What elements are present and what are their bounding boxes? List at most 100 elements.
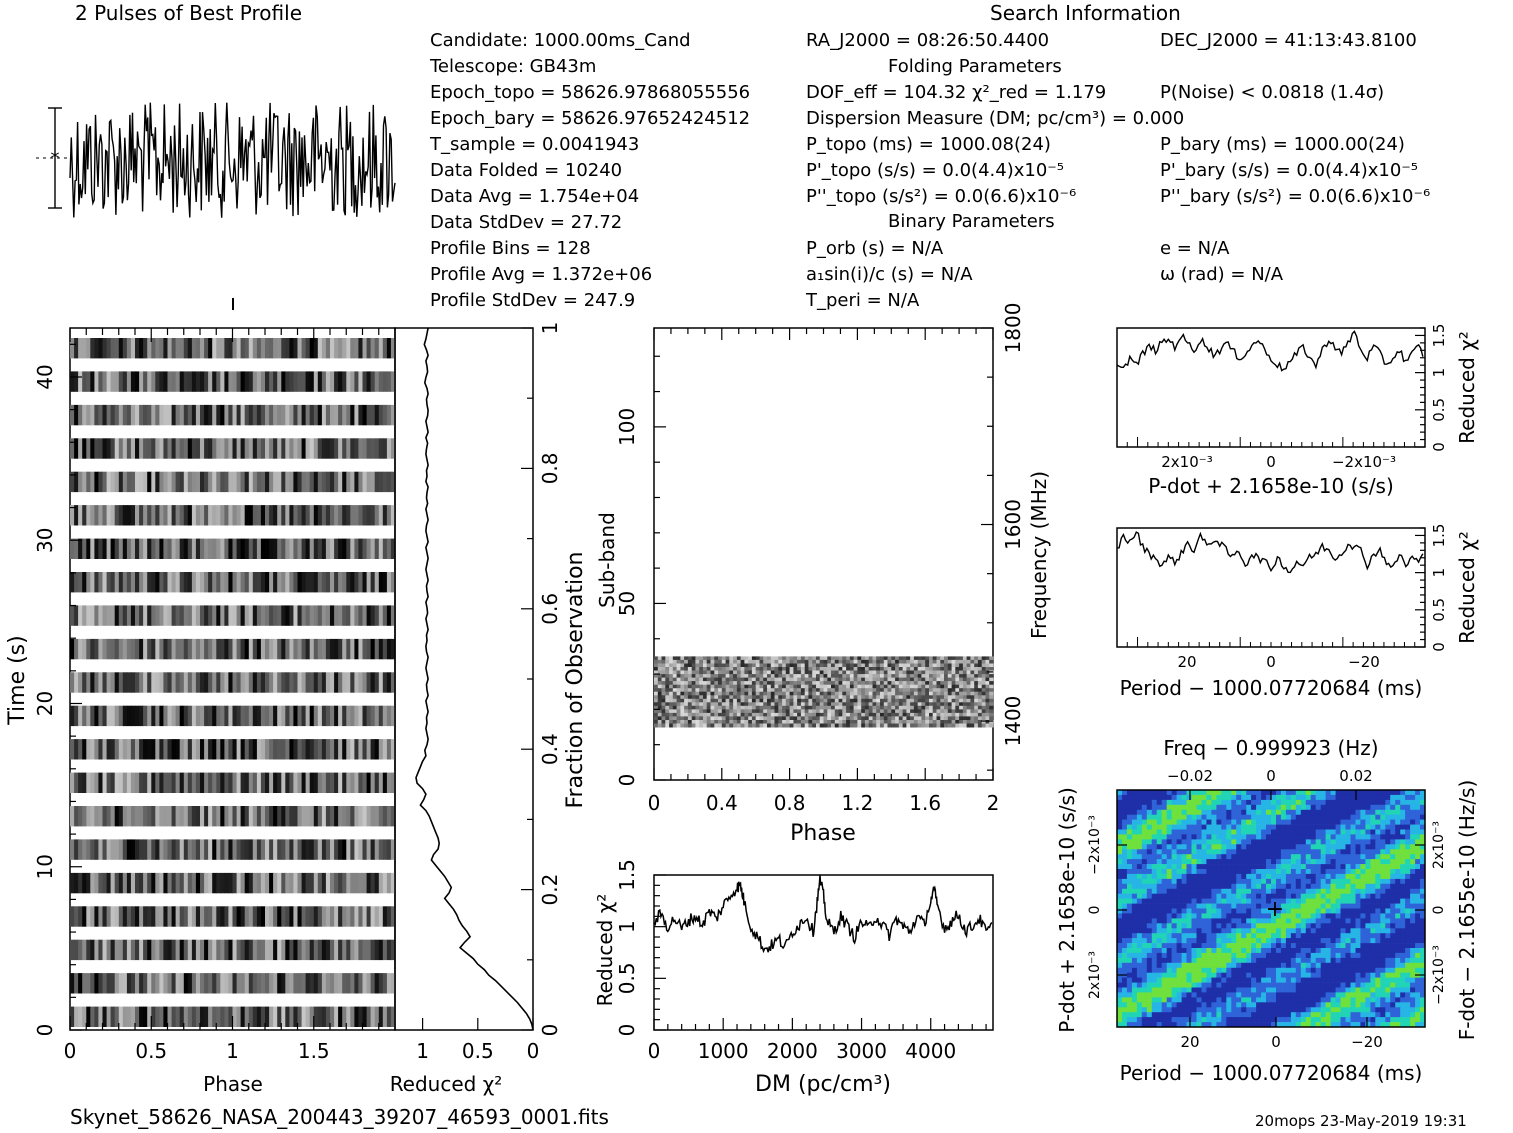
subband-cell	[800, 716, 806, 721]
time-phase-cell	[366, 839, 372, 860]
time-phase-cell	[244, 772, 250, 793]
pdot-period-cell	[1310, 819, 1317, 825]
subband-cell	[800, 691, 806, 696]
pdot-period-cell	[1355, 804, 1361, 811]
pdot-period-cell	[1166, 819, 1173, 825]
time-phase-cell	[195, 338, 201, 359]
subband-cell	[672, 670, 678, 675]
subband-cell	[925, 677, 930, 682]
subband-cell	[680, 709, 685, 714]
x-axis-label: Phase	[203, 1072, 263, 1096]
pdot-period-cell	[1420, 819, 1426, 825]
time-phase-cell	[256, 839, 262, 860]
subband-cell	[687, 712, 693, 717]
subband-cell	[977, 698, 983, 703]
x-tick-label: 0.5	[135, 1039, 167, 1063]
pdot-period-cell	[1415, 844, 1421, 850]
pdot-period-cell	[1305, 794, 1312, 801]
subband-cell	[834, 670, 840, 675]
time-phase-cell	[297, 538, 303, 559]
time-phase-cell	[187, 705, 193, 727]
subband-cell	[947, 709, 953, 714]
y-tick-label: 1	[615, 920, 639, 933]
time-phase-cell	[224, 705, 229, 727]
time-phase-cell	[269, 672, 274, 693]
subband-cell	[657, 688, 663, 693]
subband-cell	[936, 663, 941, 668]
subband-cell	[838, 702, 843, 707]
time-phase-cell	[130, 705, 136, 727]
y-tick-label: 0.2	[538, 874, 562, 906]
time-phase-cell	[208, 672, 213, 693]
pdot-period-cell	[1226, 819, 1232, 825]
subband-cell	[687, 670, 693, 675]
subband-cell	[910, 684, 915, 689]
subband-cell	[793, 712, 798, 717]
subband-cell	[872, 681, 877, 686]
time-phase-cell	[183, 872, 189, 894]
time-phase-cell	[325, 371, 331, 392]
time-phase-cell	[342, 973, 347, 994]
subband-cell	[842, 695, 847, 700]
pdot-period-cell	[1176, 859, 1182, 865]
time-phase-cell	[382, 572, 388, 593]
pdot-period-cell	[1335, 794, 1341, 801]
subband-cell	[665, 712, 670, 717]
subband-cell	[932, 695, 937, 700]
time-phase-cell	[305, 739, 311, 760]
time-phase-cell	[390, 572, 396, 593]
time-phase-cell	[236, 973, 242, 994]
subband-cell	[800, 688, 806, 693]
subband-cell	[714, 723, 719, 728]
time-phase-cell	[297, 939, 303, 961]
subband-cell	[955, 720, 960, 724]
subband-cell	[703, 723, 708, 728]
subband-cell	[793, 691, 798, 696]
pdot-period-cell	[1290, 809, 1297, 816]
pdot-period-cell	[1236, 844, 1242, 850]
time-phase-cell	[232, 505, 238, 526]
subband-cell	[853, 691, 858, 696]
subband-cell	[966, 670, 971, 675]
time-phase-cell	[244, 638, 250, 660]
subband-cell	[944, 698, 949, 703]
time-phase-cell	[386, 1006, 392, 1027]
pdot-period-cell	[1295, 834, 1302, 840]
time-phase-cell	[321, 772, 327, 793]
subband-cell	[966, 688, 971, 693]
pdot-period-cell	[1325, 854, 1331, 860]
subband-cell	[718, 698, 723, 703]
pdot-period-cell	[1176, 799, 1182, 806]
subband-cell	[842, 716, 847, 721]
time-phase-cell	[208, 538, 213, 559]
pdot-period-cell	[1122, 829, 1128, 835]
subband-cell	[929, 695, 934, 700]
subband-cell	[921, 684, 926, 689]
x-tick-label: 2x10⁻³	[1161, 453, 1212, 471]
subband-cell	[782, 723, 787, 728]
subband-cell	[676, 659, 681, 664]
pdot-period-cell	[1335, 819, 1341, 825]
subband-cell	[661, 674, 666, 679]
pdot-period-cell	[1420, 859, 1426, 865]
pdot-period-cell	[1226, 869, 1232, 875]
time-phase-cell	[350, 1006, 355, 1027]
subband-cell	[906, 709, 911, 714]
subband-cell	[778, 681, 783, 686]
time-phase-cell	[236, 1006, 242, 1027]
subband-cell	[680, 674, 685, 679]
subband-cell	[970, 681, 975, 686]
pdot-period-cell	[1360, 824, 1366, 830]
pdot-period-cell	[1151, 824, 1158, 830]
time-phase-cell	[74, 371, 79, 392]
time-phase-cell	[98, 939, 103, 961]
subband-cell	[703, 677, 708, 682]
pdot-period-cell	[1246, 829, 1252, 835]
subband-cell	[684, 723, 689, 728]
subband-cell	[989, 681, 994, 686]
time-phase-cell	[110, 471, 116, 493]
pdot-period-cell	[1261, 790, 1267, 796]
time-phase-cell	[382, 638, 388, 660]
time-phase-cell	[126, 939, 132, 961]
time-phase-cell	[366, 371, 372, 392]
